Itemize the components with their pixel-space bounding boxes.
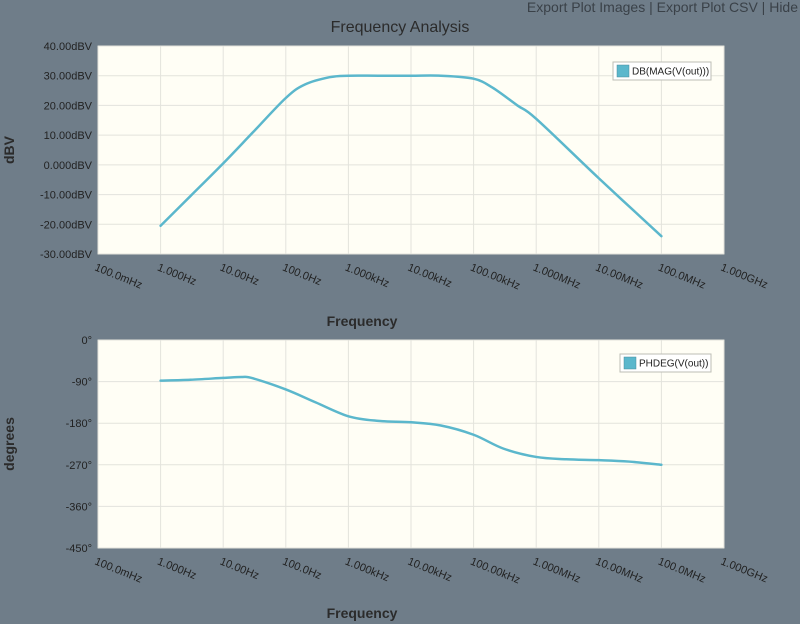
y-tick-label: -180° bbox=[66, 418, 92, 430]
y-axis-label: dBV bbox=[1, 135, 17, 164]
y-tick-label: 10.00dBV bbox=[44, 130, 93, 142]
x-tick-label: 100.00kHz bbox=[468, 262, 521, 293]
y-tick-label: -30.00dBV bbox=[40, 249, 93, 261]
x-tick-label: 100.0MHz bbox=[656, 262, 707, 292]
series-line bbox=[159, 74, 663, 238]
y-tick-label: -360° bbox=[66, 501, 92, 513]
x-tick-label: 1.000GHz bbox=[719, 556, 769, 586]
x-tick-label: 100.0Hz bbox=[281, 556, 323, 582]
legend-box bbox=[612, 61, 712, 81]
toolbar-separator: | bbox=[649, 0, 653, 15]
legend-box bbox=[619, 353, 712, 373]
phase-chart: 100.0mHz 1.000Hz 10.00Hz 100.0Hz 1.000kHz 10.… bbox=[1, 335, 769, 621]
export-plot-csv-link[interactable]: Export Plot CSV bbox=[656, 0, 758, 15]
y-axis-label: degrees bbox=[1, 417, 17, 471]
y-tick-label: -20.00dBV bbox=[40, 219, 93, 231]
x-tick-label: 100.0mHz bbox=[93, 262, 144, 292]
toolbar-separator: | bbox=[761, 0, 766, 15]
x-tick-label: 10.00kHz bbox=[406, 262, 454, 291]
y-tick-label: -270° bbox=[66, 460, 92, 472]
x-tick-label: 1.000GHz bbox=[719, 262, 769, 292]
chart-title: Frequency Analysis bbox=[331, 19, 470, 36]
series-line bbox=[159, 375, 663, 467]
hide-link[interactable]: Hide bbox=[769, 0, 798, 15]
export-toolbar: Export Plot Images | Export Plot CSV | H… bbox=[527, 0, 798, 14]
x-tick-label: 10.00Hz bbox=[218, 262, 260, 288]
x-tick-label: 10.00kHz bbox=[406, 556, 454, 585]
x-tick-label: 1.000kHz bbox=[343, 262, 391, 291]
y-tick-label: 0° bbox=[81, 335, 92, 347]
x-tick-label: 100.0mHz bbox=[93, 556, 144, 586]
x-tick-label: 10.00MHz bbox=[594, 262, 645, 292]
magnitude-chart: 100.0mHz 1.000Hz 10.00Hz 100.0Hz 1.000kHz 10.… bbox=[1, 41, 769, 329]
x-axis-label: Frequency bbox=[327, 313, 398, 329]
x-tick-label: 100.0Hz bbox=[281, 262, 323, 288]
legend-swatch bbox=[616, 64, 630, 78]
y-tick-label: 20.00dBV bbox=[44, 100, 93, 112]
x-axis-label: Frequency bbox=[327, 605, 398, 621]
y-tick-label: 30.00dBV bbox=[44, 71, 93, 83]
x-tick-label: 1.000Hz bbox=[155, 262, 197, 288]
x-tick-label: 1.000MHz bbox=[531, 262, 582, 292]
y-tick-label: -90° bbox=[72, 377, 92, 389]
export-plot-images-link[interactable]: Export Plot Images bbox=[526, 0, 646, 15]
y-tick-label: 40.00dBV bbox=[44, 41, 93, 53]
x-tick-label: 1.000MHz bbox=[531, 556, 582, 586]
y-tick-label: -10.00dBV bbox=[40, 190, 93, 202]
y-tick-label: 0.000dBV bbox=[44, 160, 93, 172]
x-tick-label: 100.00kHz bbox=[468, 556, 521, 587]
legend-swatch bbox=[623, 356, 637, 370]
legend-label: PHDEG(V(out)) bbox=[639, 359, 708, 370]
y-tick-label: -450° bbox=[66, 543, 92, 555]
legend-label: DB(MAG(V(out))) bbox=[632, 67, 709, 78]
x-tick-label: 10.00Hz bbox=[218, 556, 260, 582]
x-tick-label: 100.0MHz bbox=[656, 556, 707, 586]
x-tick-label: 10.00MHz bbox=[594, 556, 645, 586]
x-tick-label: 1.000Hz bbox=[155, 556, 197, 582]
x-tick-label: 1.000kHz bbox=[343, 556, 391, 585]
